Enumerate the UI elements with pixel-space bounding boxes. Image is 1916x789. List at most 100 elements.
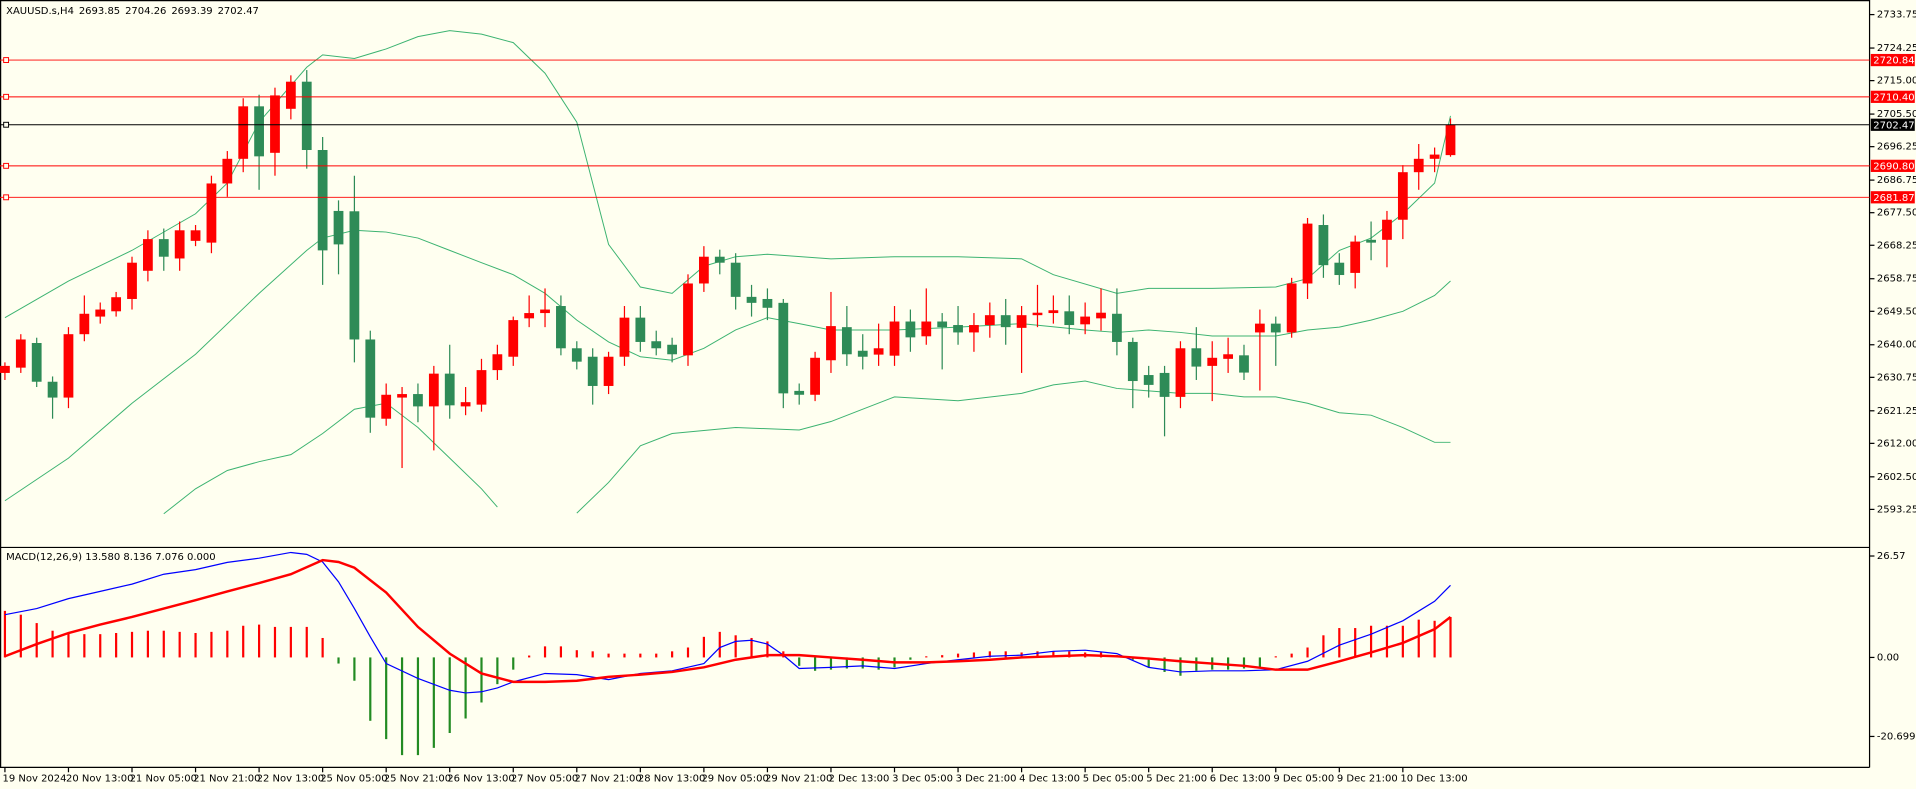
indicator-title: MACD(12,26,9) 13.580 8.136 7.076 0.000 [6, 552, 216, 563]
candle-body [1080, 316, 1091, 325]
candle-body [1191, 348, 1202, 367]
candle-body [0, 365, 10, 373]
band-line [4, 229, 1451, 502]
candle-body [47, 381, 58, 398]
candle-body [587, 356, 598, 386]
x-tick-label: 19 Nov 2024 [2, 773, 66, 784]
candle-body [95, 309, 106, 317]
candle-body [1445, 124, 1456, 156]
candle-body [762, 298, 773, 308]
candle-body [667, 344, 678, 355]
header-value: 2693.85 [79, 6, 120, 17]
candle-body [285, 81, 296, 109]
candle-body [984, 315, 995, 326]
candle-body [826, 326, 836, 361]
candle-body [365, 339, 376, 418]
chart-header: XAUUSD.s,H4 2693.85 2704.26 2693.39 2702.47 [6, 6, 259, 17]
candle-body [651, 341, 662, 349]
candle-body [810, 357, 820, 395]
header-value: 2702.47 [218, 6, 259, 17]
candle-body [1382, 219, 1392, 240]
candle-body [349, 211, 360, 340]
y-tick-label: 2677.50 [1877, 208, 1916, 219]
band-line [163, 380, 1451, 515]
x-tick-label: 5 Dec 05:00 [1083, 773, 1144, 784]
indicator-line [4, 558, 1452, 684]
candle-body [333, 210, 344, 245]
candle-body [714, 256, 725, 263]
y-tick-label: 2602.50 [1877, 472, 1916, 483]
y-tick-label: -20.699 [1877, 731, 1916, 742]
x-tick-label: 5 Dec 21:00 [1146, 773, 1207, 784]
candle-body [397, 394, 407, 398]
x-tick-label: 29 Nov 05:00 [701, 773, 768, 784]
y-tick-label: 2668.25 [1877, 240, 1916, 251]
y-tick-label: 2705.50 [1877, 109, 1916, 120]
candle-body [317, 150, 328, 251]
symbol-title: XAUUSD.s,H4 [6, 6, 74, 17]
candle-body [127, 262, 137, 299]
y-tick-label: 2649.50 [1877, 306, 1916, 317]
x-tick-label: 3 Dec 05:00 [892, 773, 953, 784]
candle-body [1254, 323, 1265, 333]
candle-body [111, 297, 122, 312]
candle-body [1223, 354, 1233, 359]
x-tick-label: 10 Dec 13:00 [1400, 773, 1467, 784]
x-tick-label: 26 Nov 13:00 [447, 773, 514, 784]
candle-body [619, 317, 630, 357]
x-tick-label: 3 Dec 21:00 [956, 773, 1017, 784]
candle-body [571, 348, 582, 362]
y-tick-label: 26.57 [1877, 551, 1906, 562]
candle-body [1064, 311, 1075, 326]
candle-body [1286, 283, 1297, 333]
candle-body [556, 306, 566, 349]
candle-body [1302, 223, 1313, 284]
candle-body [1000, 315, 1011, 328]
x-tick-label: 21 Nov 21:00 [193, 773, 260, 784]
x-tick-label: 2 Dec 13:00 [829, 773, 890, 784]
candle-body [1429, 154, 1440, 159]
candle-body [1239, 355, 1249, 373]
level-marker [3, 57, 10, 63]
candle-body [1350, 241, 1361, 273]
level-marker [3, 194, 10, 201]
candle-body [969, 325, 979, 333]
candle-body [746, 296, 757, 303]
candle-body [921, 321, 932, 337]
candle-body [413, 394, 423, 407]
candle-body [698, 256, 709, 284]
y-tick-label: 2724.25 [1877, 43, 1916, 54]
candle-body [1366, 239, 1376, 243]
candle-body [460, 402, 471, 407]
x-tick-label: 9 Dec 21:00 [1337, 773, 1398, 784]
candle-body [857, 350, 868, 357]
candle-body [143, 239, 153, 271]
candle-body [524, 313, 535, 319]
candle-body [31, 342, 42, 382]
candle-body [937, 321, 948, 328]
candle-body [1096, 312, 1106, 319]
candle-body [190, 230, 201, 241]
level-label: 2690.80 [1873, 161, 1914, 172]
y-tick-label: 2715.00 [1877, 76, 1916, 87]
level-label: 2710.40 [1873, 92, 1914, 103]
y-tick-label: 0.00 [1877, 652, 1899, 663]
level-marker [3, 121, 10, 128]
y-tick-label: 2593.25 [1877, 504, 1916, 515]
candle-body [301, 81, 312, 151]
indicator-line [4, 551, 1451, 694]
x-tick-label: 20 Nov 13:00 [66, 773, 133, 784]
x-tick-label: 29 Nov 21:00 [765, 773, 832, 784]
y-tick-label: 2658.75 [1877, 274, 1916, 285]
candle-body [1016, 315, 1027, 328]
x-tick-label: 22 Nov 13:00 [257, 773, 324, 784]
x-tick-label: 27 Nov 21:00 [574, 773, 641, 784]
y-tick-label: 2621.25 [1877, 406, 1916, 417]
candle-body [1334, 262, 1345, 276]
candle-body [905, 321, 916, 338]
price-panel [0, 13, 1875, 515]
x-tick-label: 6 Dec 13:00 [1210, 773, 1271, 784]
